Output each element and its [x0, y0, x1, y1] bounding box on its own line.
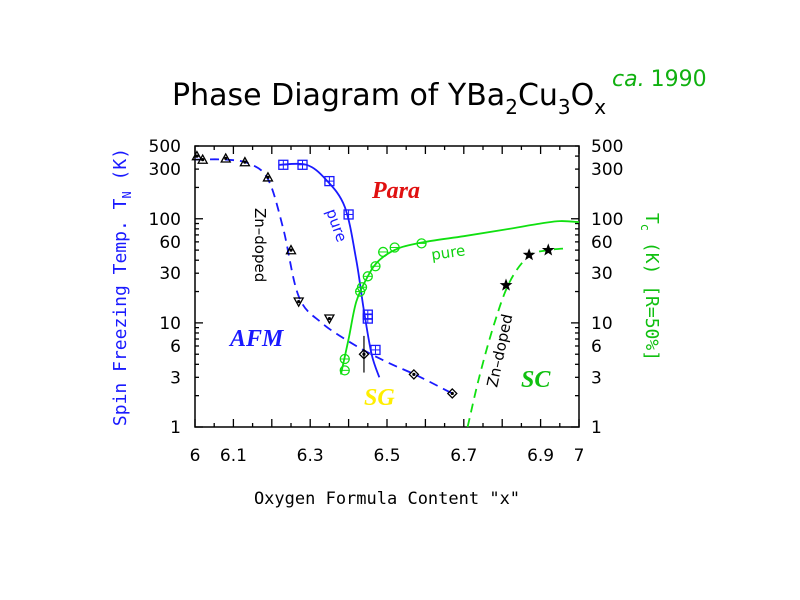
- afm-zn-curve-label: Zn–doped: [251, 208, 269, 282]
- afm-zn-point-dot: [412, 372, 416, 377]
- y-left-sub: N: [120, 191, 134, 198]
- sc-pure-curve-label: pure: [430, 241, 466, 264]
- afm-zn-point-dot: [289, 248, 293, 252]
- curve-sc-zn-curve: [466, 247, 568, 428]
- x-tick-label: 6.3: [297, 446, 324, 466]
- afm-zn-point: [197, 153, 209, 164]
- y-tick-label-right: 500: [591, 137, 623, 157]
- x-axis-label: Oxygen Formula Content "x": [254, 489, 520, 509]
- title-sub-3: x: [594, 95, 606, 119]
- afm-zn-point-dot: [297, 300, 301, 304]
- y-right-main: T: [641, 213, 662, 224]
- y-tick-label-right: 3: [591, 368, 602, 388]
- y-tick-label-left: 3: [170, 368, 181, 388]
- afm-zn-point: [262, 171, 274, 182]
- afm-zn-point: [285, 244, 297, 255]
- sc-zn-point: [499, 278, 513, 291]
- date-italic: ca.: [612, 67, 645, 92]
- y-tick-label-left: 60: [159, 233, 181, 253]
- x-tick-label: 6.9: [527, 446, 554, 466]
- sc-zn-point: [522, 248, 536, 261]
- y-tick-label-right: 6: [591, 337, 602, 357]
- y-axis-label-right: Tc (K) [R=50%]: [638, 213, 662, 361]
- y-tick-label-left: 300: [149, 160, 181, 180]
- afm-zn-point: [220, 152, 232, 163]
- x-tick-label: 6.5: [373, 446, 400, 466]
- sc-zn-point: [541, 243, 555, 256]
- y-tick-label-left: 6: [170, 337, 181, 357]
- y-left-main: Spin Freezing Temp. T: [110, 198, 131, 426]
- afm-zn-point: [446, 388, 458, 399]
- sc-zn-curve-label: Zn–doped: [483, 312, 516, 388]
- y-tick-label-right: 100: [591, 210, 623, 230]
- afm-zn-point-dot: [224, 156, 228, 161]
- y-tick-label-left: 30: [159, 264, 181, 284]
- afm-zn-point-dot: [266, 175, 270, 179]
- y-tick-label-right: 30: [591, 264, 613, 284]
- title-sub-2: 3: [558, 95, 571, 119]
- y-tick-label-right: 60: [591, 233, 613, 253]
- afm-zn-point: [293, 297, 305, 308]
- afm-zn-point: [408, 368, 420, 380]
- title-mid-2: O: [571, 78, 595, 113]
- y-right-unit: (K) [R=50%]: [641, 231, 662, 361]
- afm-zn-point-dot: [243, 160, 247, 164]
- y-axis-label-left: Spin Freezing Temp. TN (K): [110, 148, 134, 426]
- x-tick-label: 7: [574, 446, 585, 466]
- afm-zn-point-dot: [327, 316, 331, 321]
- y-tick-label-left: 500: [149, 137, 181, 157]
- chart-title: Phase Diagram of YBa2Cu3Ox: [172, 78, 606, 119]
- region-label-afm: AFM: [228, 326, 285, 352]
- x-tick-label: 6: [190, 446, 201, 466]
- region-label-sg: SG: [364, 385, 395, 411]
- afm-zn-point: [191, 150, 203, 161]
- date-year: 1990: [651, 67, 707, 92]
- y-tick-label-right: 1: [591, 418, 602, 438]
- title-sub-1: 2: [505, 95, 518, 119]
- y-left-unit: (K): [110, 148, 131, 191]
- title-prefix: Phase Diagram of YBa: [172, 78, 505, 113]
- afm-zn-point-dot: [201, 158, 205, 162]
- curve-sc-pure-curve: [340, 220, 580, 375]
- y-tick-label-left: 100: [149, 210, 181, 230]
- y-tick-label-left: 10: [159, 314, 181, 334]
- region-label-para: Para: [371, 178, 420, 204]
- region-label-sc: SC: [521, 367, 551, 393]
- y-tick-label-right: 10: [591, 314, 613, 334]
- afm-zn-point: [239, 156, 251, 167]
- ticks-layer: [194, 145, 580, 428]
- date-annotation: ca. 1990: [612, 67, 707, 92]
- x-tick-label: 6.1: [220, 446, 247, 466]
- afm-zn-point: [323, 314, 336, 325]
- y-tick-label-left: 1: [170, 418, 181, 438]
- afm-zn-point-dot: [195, 154, 199, 158]
- y-right-sub: c: [638, 224, 652, 231]
- afm-zn-point-dot: [450, 391, 454, 396]
- y-tick-label-right: 300: [591, 160, 623, 180]
- title-mid-1: Cu: [518, 78, 558, 113]
- x-tick-label: 6.7: [450, 446, 477, 466]
- points-layer: [191, 150, 555, 399]
